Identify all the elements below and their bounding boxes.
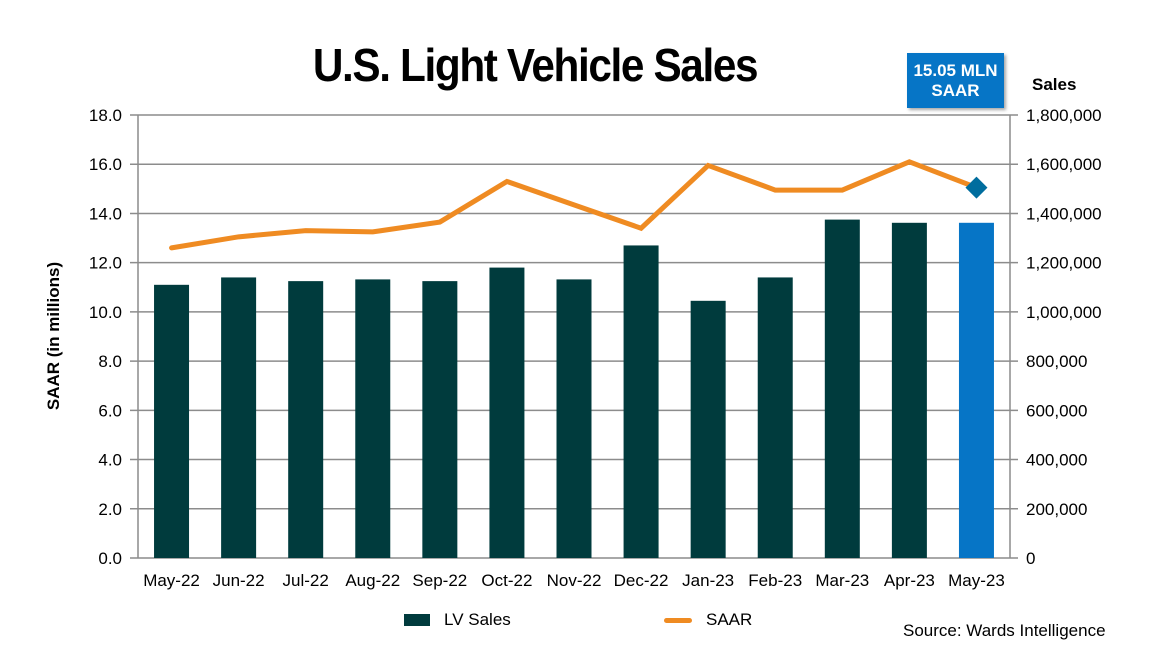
left-tick-label: 14.0 (89, 204, 122, 223)
bar (489, 267, 525, 558)
legend-label: SAAR (706, 610, 753, 629)
left-tick-label: 12.0 (89, 254, 122, 273)
bar (154, 284, 190, 558)
left-axis-title: SAAR (in millions) (44, 261, 63, 411)
callout-value: 15.05 MLN (913, 60, 998, 80)
right-tick-label: 800,000 (1026, 352, 1087, 371)
bar (757, 277, 793, 558)
x-tick-label: Jan-23 (682, 571, 734, 590)
right-tick-label: 0 (1026, 549, 1035, 568)
left-tick-label: 18.0 (89, 106, 122, 125)
saar-line (169, 159, 979, 251)
x-axis-ticks: May-22 Jun-22 Jul-22 Aug-22 Sep-22 Oct-22 Nov-… (143, 571, 1005, 590)
right-tick-label: 200,000 (1026, 500, 1087, 519)
axes (137, 115, 1011, 558)
right-tick-label: 1,400,000 (1026, 204, 1102, 223)
left-tick-label: 8.0 (98, 352, 122, 371)
legend-item-lv-sales: LV Sales (404, 610, 511, 630)
x-tick-label: Mar-23 (815, 571, 869, 590)
chart-title: U.S. Light Vehicle Sales (312, 39, 759, 91)
left-tick-label: 10.0 (89, 303, 122, 322)
left-tick-label: 16.0 (89, 155, 122, 174)
left-tick-label: 6.0 (98, 401, 122, 420)
bar (556, 279, 592, 558)
x-tick-label: Feb-23 (748, 571, 802, 590)
bar (355, 279, 391, 558)
x-tick-label: Sep-22 (412, 571, 467, 590)
legend-item-saar: SAAR (664, 610, 752, 630)
left-tick-label: 4.0 (98, 451, 122, 470)
right-axis-ticks: 0 200,000 400,000 600,000 800,000 1,000,000 1,… (1026, 106, 1102, 568)
left-tick-label: 0.0 (98, 549, 122, 568)
line-series (169, 159, 988, 251)
source-note: Source: Wards Intelligence (903, 621, 1106, 640)
callout-label: SAAR (931, 80, 980, 100)
x-tick-label: May-23 (948, 571, 1005, 590)
legend-label: LV Sales (444, 610, 511, 629)
bar (288, 281, 324, 558)
x-tick-label: Jul-22 (283, 571, 329, 590)
saar-last-point-marker (965, 176, 988, 199)
legend-swatch-bar (404, 614, 430, 626)
x-tick-label: Nov-22 (547, 571, 602, 590)
bar (824, 219, 860, 558)
left-tick-label: 2.0 (98, 500, 122, 519)
right-tick-label: 1,200,000 (1026, 254, 1102, 273)
bar (891, 222, 927, 558)
right-tick-label: 1,600,000 (1026, 155, 1102, 174)
saar-callout-box: 15.05 MLN SAAR (907, 53, 1004, 108)
legend-swatch-line (664, 617, 692, 623)
bar (958, 222, 994, 558)
bar (690, 300, 726, 558)
x-tick-label: Aug-22 (345, 571, 400, 590)
x-tick-label: Apr-23 (884, 571, 935, 590)
x-tick-label: May-22 (143, 571, 200, 590)
bar-series (154, 219, 994, 558)
right-tick-label: 1,800,000 (1026, 106, 1102, 125)
right-axis-title: Sales (1032, 75, 1077, 94)
right-tick-label: 400,000 (1026, 451, 1087, 470)
bar (623, 245, 659, 558)
right-tick-label: 1,000,000 (1026, 303, 1102, 322)
right-tick-label: 600,000 (1026, 401, 1087, 420)
bar (422, 281, 458, 558)
x-tick-label: Dec-22 (614, 571, 669, 590)
bar (221, 277, 257, 558)
x-tick-label: Oct-22 (481, 571, 532, 590)
left-axis-ticks: 0.0 2.0 4.0 6.0 8.0 10.0 12.0 14.0 16.0 18.0 (89, 106, 122, 568)
x-tick-label: Jun-22 (213, 571, 265, 590)
